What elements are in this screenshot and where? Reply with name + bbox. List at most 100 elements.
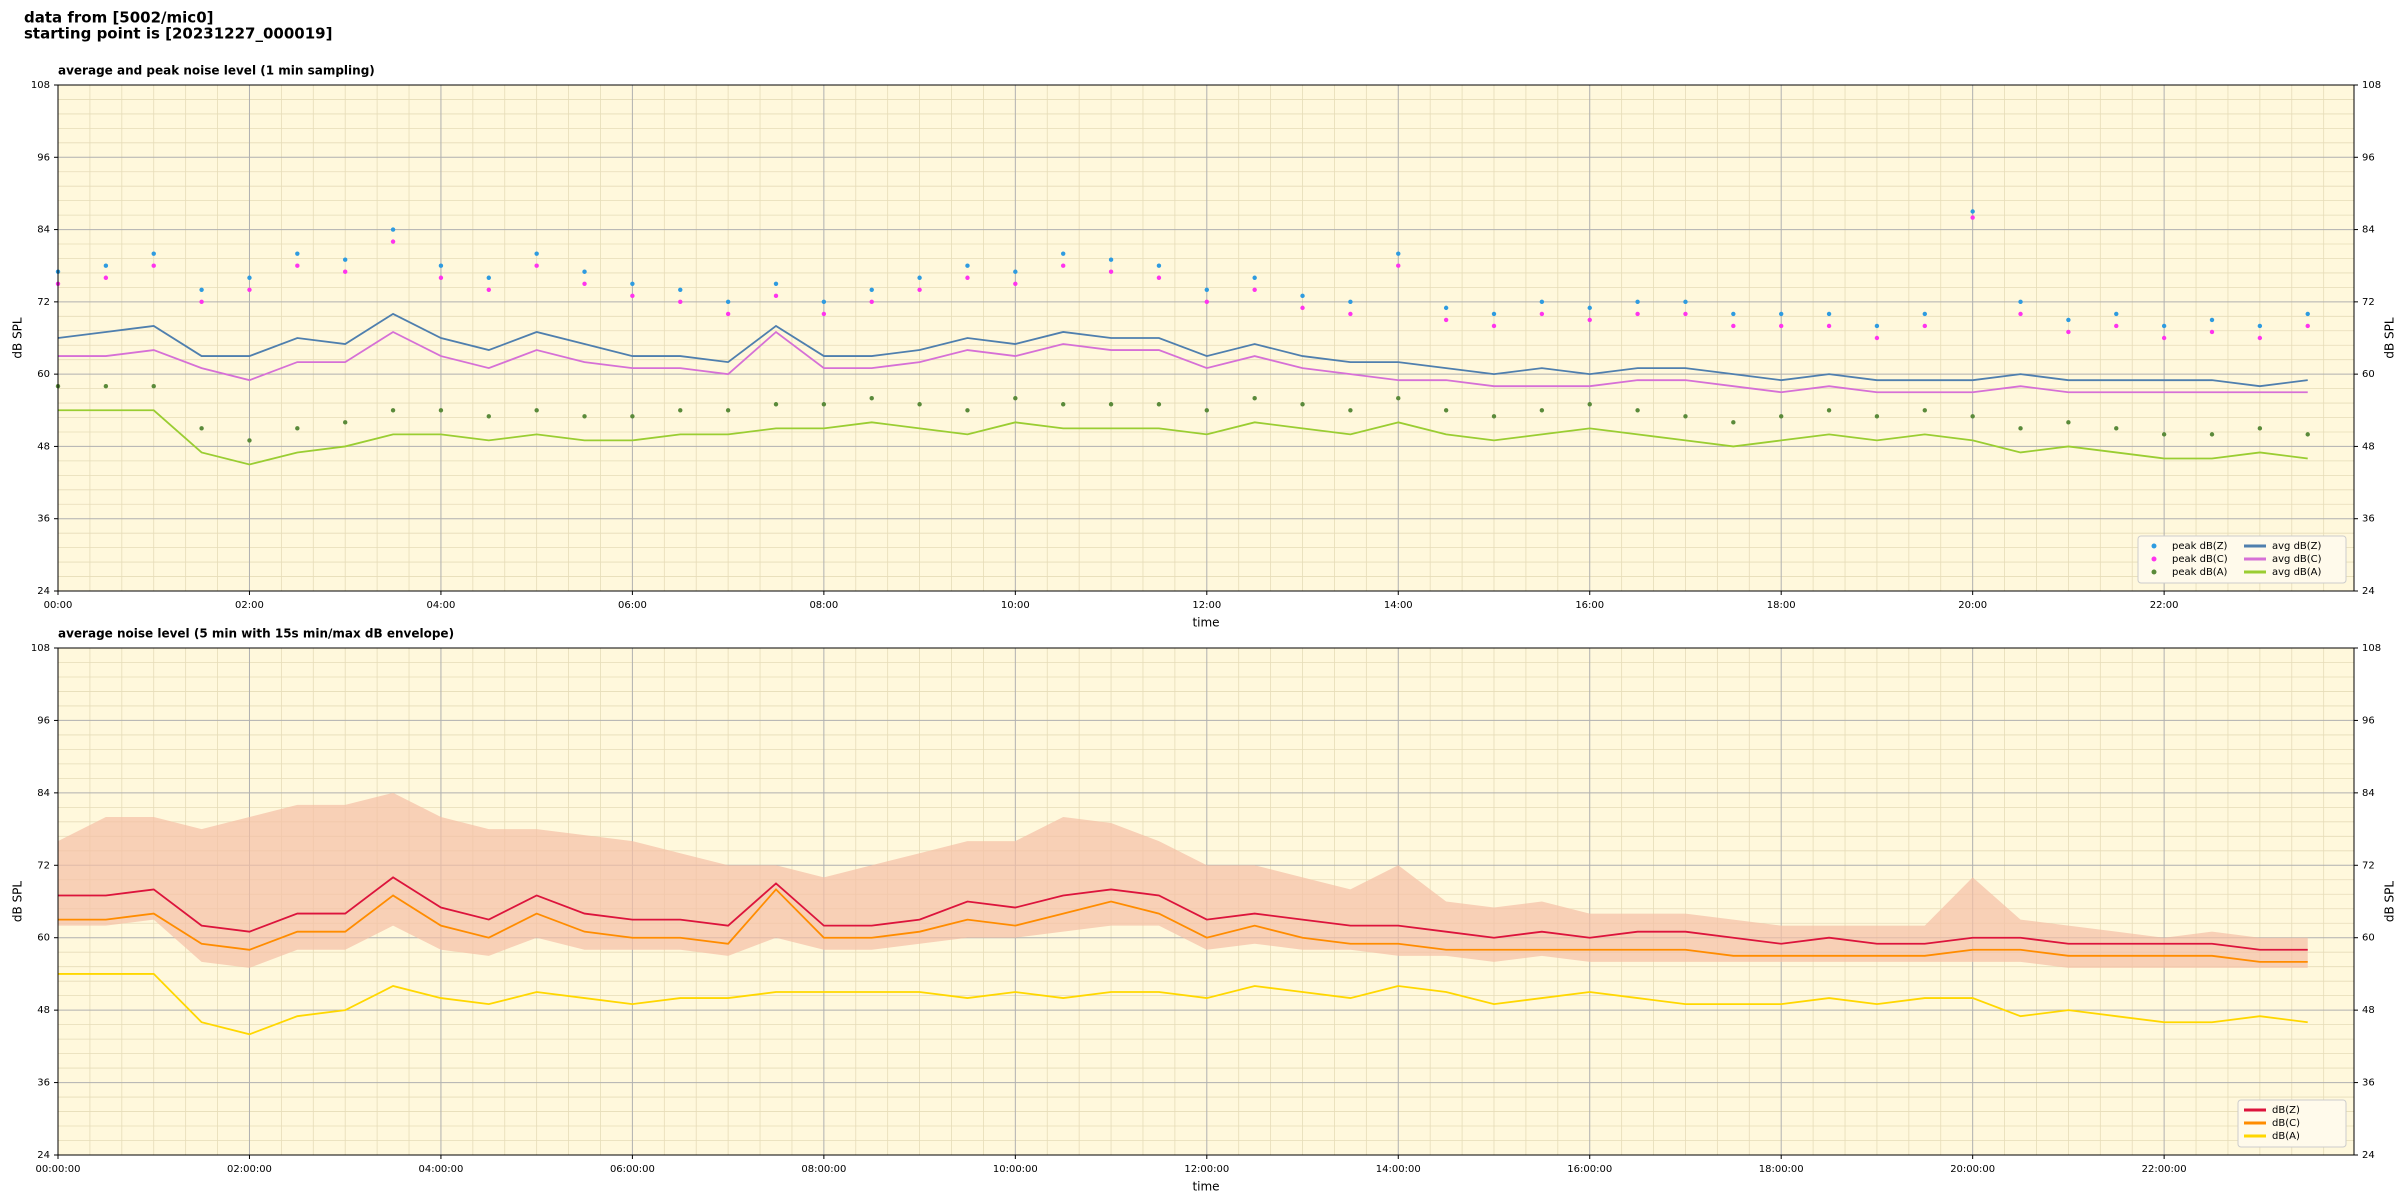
- legend-label: avg dB(Z): [2272, 541, 2322, 552]
- chart-title: average and peak noise level (1 min samp…: [58, 64, 375, 78]
- data-point: [582, 269, 587, 274]
- data-point: [486, 287, 491, 293]
- data-point: [2018, 299, 2023, 305]
- x-tick-label: 10:00: [1001, 600, 1030, 611]
- y-tick-label: 24: [37, 586, 50, 597]
- x-tick-label: 12:00: [1192, 600, 1221, 611]
- data-point: [2066, 420, 2071, 425]
- data-point: [1060, 251, 1066, 256]
- data-point: [1060, 402, 1066, 407]
- x-tick-label: 20:00: [1958, 600, 1987, 611]
- x-tick-label: 22:00:00: [2142, 1164, 2187, 1175]
- legend-marker: [2151, 556, 2157, 562]
- data-point: [1922, 408, 1927, 413]
- data-point: [1635, 311, 1640, 317]
- y-tick-label: 96: [37, 152, 50, 163]
- x-tick-label: 18:00:00: [1759, 1164, 1804, 1175]
- data-point: [1491, 414, 1497, 419]
- x-tick-label: 14:00: [1384, 600, 1413, 611]
- data-point: [1013, 281, 1018, 286]
- data-point: [2305, 323, 2310, 329]
- x-tick-label: 06:00:00: [610, 1164, 655, 1175]
- data-point: [2114, 323, 2119, 329]
- data-line: [57, 312, 2308, 388]
- x-tick-label: 18:00: [1767, 600, 1796, 611]
- data-point: [390, 227, 396, 232]
- y-tick-label: 84: [37, 225, 50, 236]
- data-point: [199, 426, 204, 431]
- data-point: [1970, 414, 1975, 419]
- y-tick-label: 84: [37, 788, 50, 799]
- data-point: [582, 281, 587, 286]
- data-point: [1443, 317, 1449, 323]
- chart-title: average noise level (5 min with 15s min/…: [58, 627, 454, 641]
- data-point: [438, 408, 444, 413]
- data-point: [821, 311, 827, 317]
- data-line: [58, 330, 2308, 394]
- data-point: [1013, 396, 1018, 401]
- legend-label: avg dB(A): [2272, 567, 2322, 578]
- x-axis-label: time: [1192, 616, 1219, 630]
- y-axis-label: dB SPL: [11, 881, 25, 923]
- data-line: [58, 876, 2308, 951]
- data-point: [151, 383, 156, 389]
- data-point: [342, 269, 348, 274]
- envelope-area: [58, 792, 2308, 968]
- header-line: starting point is [20231227_000019]: [24, 25, 332, 43]
- data-point: [1874, 323, 1880, 329]
- data-point: [1922, 323, 1927, 329]
- y-tick-label: 36: [37, 1078, 50, 1089]
- data-point: [821, 402, 827, 407]
- data-point: [630, 293, 635, 299]
- x-tick-label: 06:00: [618, 600, 647, 611]
- x-tick-label: 22:00: [2150, 600, 2179, 611]
- y-tick-label: 108: [2362, 80, 2381, 91]
- y-tick-label: 60: [37, 933, 50, 944]
- y-tick-label: 48: [2362, 1005, 2375, 1016]
- y-tick-label: 24: [37, 1150, 50, 1161]
- data-point: [295, 426, 300, 431]
- data-point: [1491, 323, 1497, 329]
- y-tick-label: 72: [37, 297, 50, 308]
- legend-label: peak dB(A): [2172, 567, 2228, 578]
- data-point: [486, 414, 491, 419]
- data-point: [1731, 311, 1736, 317]
- data-point: [678, 408, 683, 413]
- x-tick-label: 08:00: [809, 600, 838, 611]
- y-tick-label: 48: [37, 441, 50, 452]
- data-point: [2257, 323, 2263, 329]
- y-tick-label: 36: [2362, 1078, 2375, 1089]
- chart: average and peak noise level (1 min samp…: [11, 64, 2397, 630]
- data-point: [103, 383, 109, 389]
- data-point: [773, 402, 779, 407]
- data-point: [1874, 335, 1880, 341]
- x-tick-label: 02:00:00: [227, 1164, 272, 1175]
- data-line: [58, 409, 2308, 466]
- plot-frame: [57, 647, 2355, 1156]
- y-tick-label: 36: [2362, 514, 2375, 525]
- data-point: [630, 281, 635, 286]
- data-point: [773, 293, 779, 299]
- data-point: [2209, 329, 2215, 335]
- data-point: [1108, 402, 1114, 407]
- chart: average noise level (5 min with 15s min/…: [11, 627, 2397, 1194]
- x-tick-label: 08:00:00: [801, 1164, 846, 1175]
- data-point: [1635, 299, 1640, 305]
- x-tick-label: 16:00:00: [1567, 1164, 1612, 1175]
- y-axis-label: dB SPL: [11, 317, 25, 359]
- data-point: [678, 299, 683, 305]
- data-point: [917, 402, 922, 407]
- data-point: [199, 287, 204, 293]
- data-point: [247, 438, 252, 443]
- data-point: [295, 263, 300, 268]
- data-point: [2018, 426, 2023, 431]
- data-point: [1300, 305, 1305, 311]
- y-tick-label: 48: [2362, 441, 2375, 452]
- data-point: [1683, 299, 1688, 305]
- data-point: [1635, 408, 1640, 413]
- data-point: [725, 299, 731, 305]
- data-point: [103, 263, 109, 268]
- data-point: [2161, 335, 2167, 341]
- data-point: [199, 299, 204, 305]
- data-point: [1252, 396, 1257, 401]
